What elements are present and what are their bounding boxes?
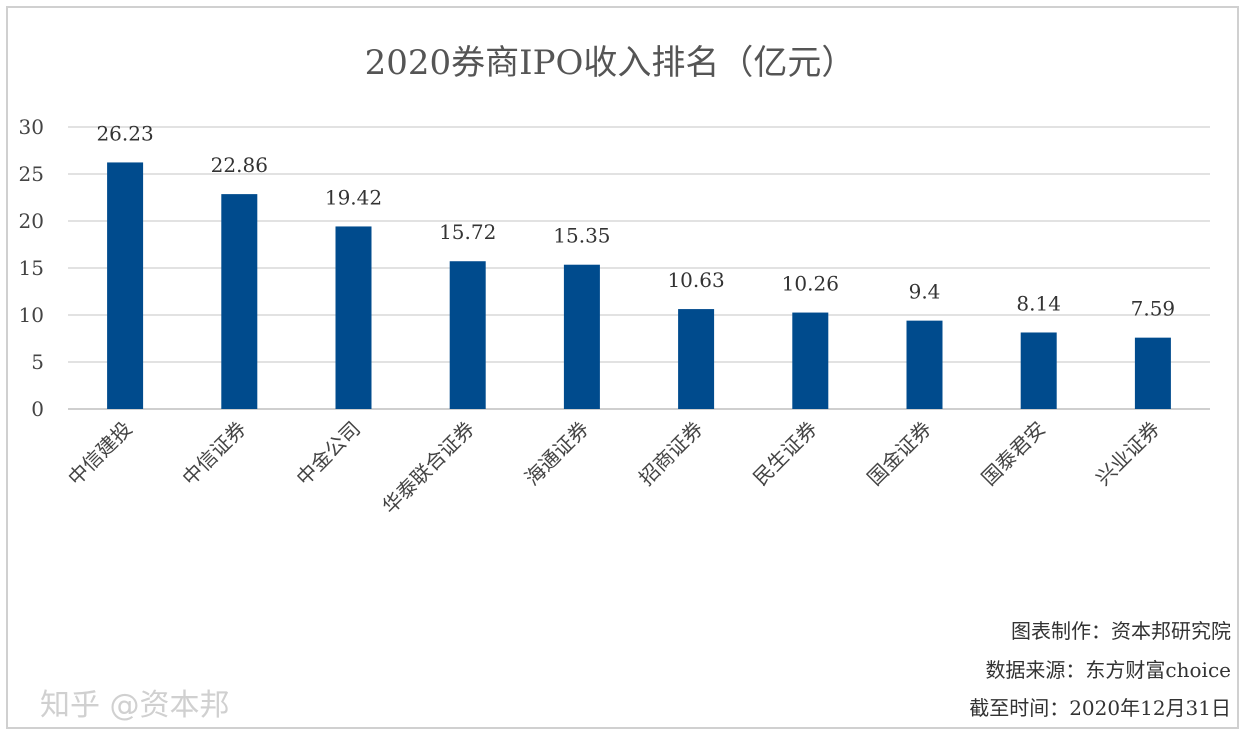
- bar: [107, 162, 144, 409]
- data-label: 15.72: [439, 220, 496, 244]
- data-label: 8.14: [1016, 291, 1061, 315]
- x-tick-label: 国金证券: [862, 417, 936, 491]
- x-tick-label: 中信建投: [63, 417, 137, 491]
- y-tick-label: 20: [19, 209, 44, 233]
- y-tick-label: 15: [19, 256, 44, 280]
- bar: [335, 226, 372, 409]
- chart-maker-note: 图表制作：资本邦研究院: [1011, 619, 1231, 643]
- bar: [449, 261, 486, 409]
- y-tick-label: 0: [31, 397, 44, 421]
- watermark: 知乎 @资本邦: [40, 688, 230, 723]
- data-label: 19.42: [325, 185, 382, 209]
- y-tick-label: 30: [19, 115, 44, 139]
- bar: [1134, 337, 1171, 409]
- data-label: 15.35: [553, 224, 610, 248]
- x-tick-label: 中信证券: [177, 417, 251, 491]
- bar: [563, 264, 600, 409]
- data-label: 10.26: [782, 272, 839, 296]
- x-tick-label: 国泰君安: [977, 417, 1051, 491]
- y-tick-label: 5: [31, 350, 44, 374]
- x-tick-label: 华泰联合证券: [377, 417, 479, 519]
- bar: [221, 194, 258, 409]
- x-tick-label: 海通证券: [520, 417, 594, 491]
- data-label: 26.23: [96, 121, 153, 145]
- bar: [1020, 332, 1057, 409]
- data-label: 22.86: [211, 153, 268, 177]
- x-tick-label: 民生证券: [748, 417, 822, 491]
- data-label: 7.59: [1131, 297, 1176, 321]
- x-tick-label: 招商证券: [634, 417, 708, 491]
- data-label: 10.63: [667, 268, 724, 292]
- data-source-note: 数据来源：东方财富choice: [985, 658, 1231, 682]
- bar: [678, 309, 715, 409]
- data-label: 9.4: [909, 280, 941, 304]
- bar: [792, 312, 829, 409]
- x-tick-label: 兴业证券: [1091, 417, 1165, 491]
- bar: [906, 320, 943, 409]
- y-tick-label: 25: [19, 162, 44, 186]
- cutoff-date-note: 截至时间：2020年12月31日: [969, 696, 1231, 720]
- x-tick-label: 中金公司: [291, 417, 365, 491]
- y-tick-label: 10: [19, 303, 44, 327]
- chart-title: 2020券商IPO收入排名（亿元）: [365, 43, 856, 83]
- chart-frame: [6, 6, 1239, 729]
